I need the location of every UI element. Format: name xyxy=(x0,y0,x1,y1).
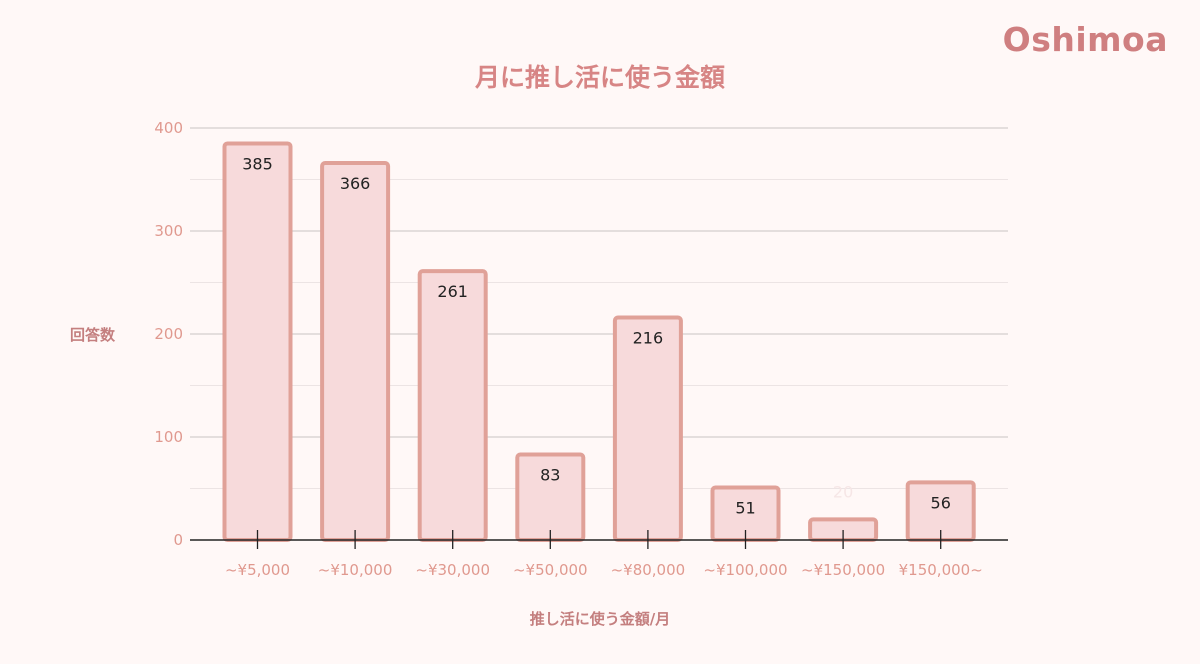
data-label-5: 51 xyxy=(735,498,755,517)
y-axis-label: 回答数 xyxy=(70,326,116,344)
data-label-1: 366 xyxy=(340,174,371,193)
x-tick-label-6: ~¥150,000 xyxy=(801,561,885,579)
data-label-2: 261 xyxy=(437,282,468,301)
x-tick-label-2: ~¥30,000 xyxy=(415,561,490,579)
data-label-3: 83 xyxy=(540,466,560,485)
bar-2 xyxy=(417,269,488,542)
data-label-7: 56 xyxy=(931,493,951,512)
x-tick-label-7: ¥150,000~ xyxy=(899,561,983,579)
bar-0 xyxy=(222,141,293,542)
y-tick-label: 100 xyxy=(154,428,183,446)
y-tick-label: 200 xyxy=(154,325,183,343)
data-label-0: 385 xyxy=(242,154,273,173)
y-tick-label: 400 xyxy=(154,119,183,137)
x-axis-label: 推し活に使う金額/月 xyxy=(529,610,671,628)
data-label-4: 216 xyxy=(633,329,664,348)
x-tick-label-4: ~¥80,000 xyxy=(611,561,686,579)
y-tick-label: 300 xyxy=(154,222,183,240)
y-tick-label: 0 xyxy=(173,531,183,549)
x-tick-label-5: ~¥100,000 xyxy=(703,561,787,579)
bar-4 xyxy=(612,315,683,542)
chart-title: 月に推し活に使う金額 xyxy=(474,63,725,92)
brand-logo: Oshimoa xyxy=(1002,20,1168,59)
data-label-6: 20 xyxy=(833,482,853,501)
bar-1 xyxy=(320,161,391,543)
x-tick-label-0: ~¥5,000 xyxy=(225,561,290,579)
x-tick-label-3: ~¥50,000 xyxy=(513,561,588,579)
x-tick-label-1: ~¥10,000 xyxy=(318,561,393,579)
